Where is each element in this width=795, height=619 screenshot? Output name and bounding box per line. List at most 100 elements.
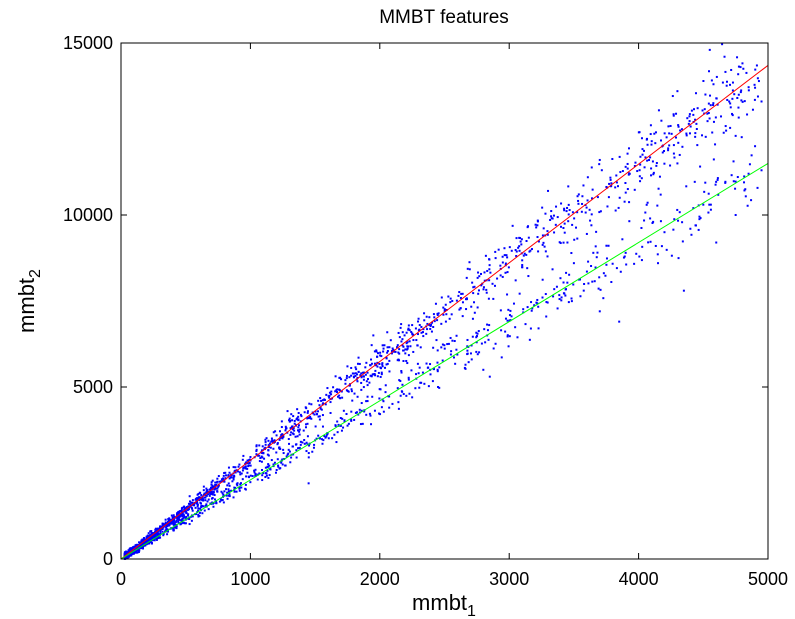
data-point: [177, 512, 180, 515]
data-point: [570, 252, 573, 255]
data-point: [499, 309, 502, 312]
data-point: [326, 387, 329, 390]
data-point: [205, 491, 208, 494]
data-point: [657, 109, 660, 112]
data-point: [476, 276, 479, 279]
data-point: [431, 380, 434, 383]
data-point: [712, 104, 715, 107]
data-point: [353, 392, 356, 395]
data-point: [581, 202, 584, 205]
data-point: [541, 296, 544, 299]
data-point: [286, 410, 289, 413]
data-point: [401, 331, 404, 334]
data-point: [677, 141, 680, 144]
data-point: [466, 349, 469, 352]
data-point: [179, 513, 182, 516]
data-point: [640, 259, 643, 262]
data-point: [606, 205, 609, 208]
data-point: [640, 177, 643, 180]
data-point: [234, 471, 237, 474]
data-point: [238, 487, 241, 490]
data-point: [519, 237, 522, 240]
data-point: [275, 468, 278, 471]
data-point: [382, 350, 385, 353]
data-point: [334, 375, 337, 378]
data-point: [670, 132, 673, 135]
data-point: [472, 286, 475, 289]
data-point: [421, 371, 424, 374]
data-point: [223, 471, 226, 474]
data-point: [190, 519, 193, 522]
data-point: [204, 504, 207, 507]
data-point: [228, 495, 231, 498]
data-point: [739, 66, 742, 69]
data-point: [386, 362, 389, 365]
data-point: [723, 55, 726, 58]
data-point: [677, 125, 680, 128]
data-point: [320, 408, 323, 411]
data-point: [568, 209, 571, 212]
data-point: [697, 228, 700, 231]
data-point: [334, 390, 337, 393]
data-point: [150, 532, 153, 535]
data-point: [499, 274, 502, 277]
data-point: [256, 454, 259, 457]
data-point-outlier: [695, 128, 698, 130]
data-point: [260, 455, 263, 458]
data-point: [475, 350, 478, 353]
data-point: [327, 437, 330, 440]
data-point: [373, 372, 376, 375]
data-point: [408, 329, 411, 332]
data-point: [405, 394, 408, 397]
data-point: [567, 203, 570, 206]
data-point: [329, 401, 332, 404]
data-point: [213, 488, 216, 491]
data-point: [542, 241, 545, 244]
data-point: [425, 362, 428, 365]
data-point: [429, 324, 432, 327]
data-point: [297, 418, 300, 421]
data-point: [676, 208, 679, 211]
data-point: [253, 469, 256, 472]
data-point: [486, 329, 489, 332]
data-point: [290, 431, 293, 434]
data-point: [352, 372, 355, 375]
data-point: [185, 515, 188, 518]
data-point: [573, 217, 576, 220]
data-point: [230, 474, 233, 477]
data-point: [443, 308, 446, 311]
data-point: [254, 472, 257, 475]
data-point: [183, 521, 186, 524]
data-point: [451, 299, 454, 302]
data-point: [350, 366, 353, 369]
data-point: [386, 351, 389, 354]
data-point: [415, 339, 418, 342]
data-point: [642, 149, 645, 152]
data-point: [660, 119, 663, 122]
data-point: [166, 530, 169, 533]
data-point: [175, 527, 178, 530]
data-point: [638, 255, 641, 258]
data-point: [218, 480, 221, 483]
data-point: [279, 467, 282, 470]
data-point: [446, 343, 449, 346]
data-point: [227, 474, 230, 477]
data-point: [272, 463, 275, 466]
data-point: [712, 158, 715, 161]
data-point: [736, 96, 739, 99]
data-point: [445, 313, 448, 316]
data-point: [661, 151, 664, 154]
data-point: [200, 494, 203, 497]
data-point: [351, 372, 354, 375]
data-point: [176, 513, 179, 516]
data-point: [267, 449, 270, 452]
data-point: [286, 453, 289, 456]
data-point: [716, 177, 719, 180]
data-point: [644, 156, 647, 159]
data-point: [675, 136, 678, 139]
data-point: [449, 336, 452, 339]
data-point-outlier: [547, 189, 550, 192]
data-point: [198, 511, 201, 514]
data-point: [736, 176, 739, 179]
data-point: [709, 203, 712, 206]
